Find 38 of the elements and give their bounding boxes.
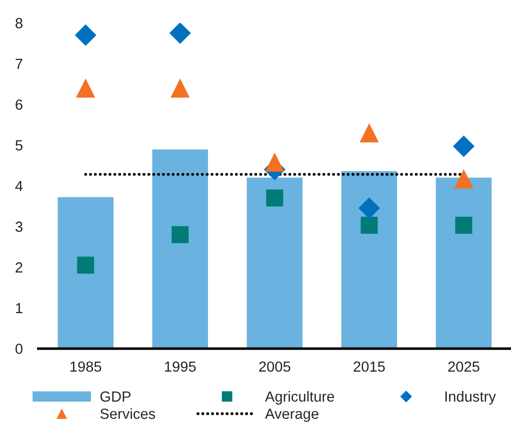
y-tick-label: 0 bbox=[16, 344, 22, 354]
legend-label: Services bbox=[100, 408, 156, 419]
y-tick-label: 1 bbox=[16, 303, 22, 314]
bar bbox=[341, 171, 398, 349]
legend-label: Industry bbox=[445, 390, 496, 405]
x-tick-label: 1995 bbox=[165, 361, 196, 372]
point bbox=[170, 78, 190, 98]
y-tick-label: 6 bbox=[16, 99, 22, 110]
bar bbox=[246, 178, 303, 349]
point bbox=[76, 78, 96, 98]
point bbox=[455, 216, 472, 234]
point bbox=[266, 189, 284, 206]
y-tick-label: 8 bbox=[16, 18, 22, 28]
y-tick-label: 7 bbox=[16, 58, 22, 69]
bar bbox=[152, 150, 208, 349]
point bbox=[454, 169, 474, 188]
legend-label: Agriculture bbox=[265, 390, 334, 405]
point bbox=[452, 136, 474, 158]
legend-label: GDP bbox=[100, 391, 131, 402]
bar bbox=[436, 178, 492, 349]
point bbox=[169, 22, 191, 44]
y-tick-label: 4 bbox=[15, 181, 23, 192]
x-tick-label: 2015 bbox=[354, 361, 385, 372]
bar bbox=[58, 197, 114, 349]
y-tick-label: 2 bbox=[16, 262, 22, 272]
point bbox=[358, 197, 380, 219]
point bbox=[265, 152, 284, 172]
y-tick-label: 5 bbox=[16, 140, 22, 150]
point bbox=[360, 123, 379, 142]
point bbox=[74, 24, 96, 46]
y-tick-label: 3 bbox=[15, 222, 22, 232]
x-tick-label: 1985 bbox=[70, 361, 102, 372]
point bbox=[360, 216, 378, 234]
x-tick-label: 2005 bbox=[259, 361, 290, 372]
x-tick-label: 2025 bbox=[448, 361, 480, 372]
point bbox=[172, 226, 189, 244]
legend-label: Average bbox=[265, 408, 318, 422]
point bbox=[77, 256, 94, 274]
